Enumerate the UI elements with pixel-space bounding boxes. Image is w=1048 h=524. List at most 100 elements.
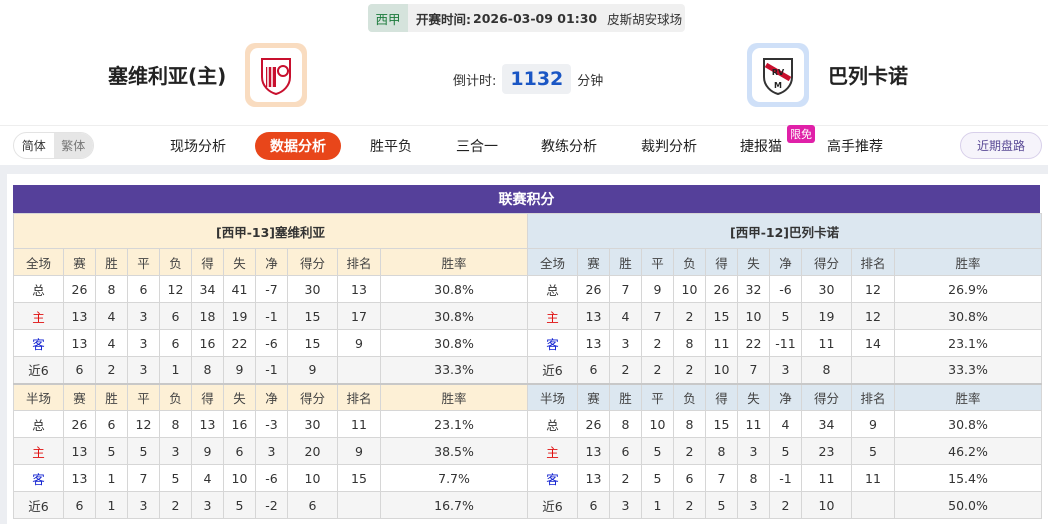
countdown-label: 倒计时: [453, 73, 497, 89]
tab-referee[interactable]: 裁判分析 [641, 139, 697, 155]
table-cell: 13 [63, 329, 96, 357]
column-header: 胜 [609, 248, 642, 276]
table-row: 总 26 8 10 8 15 11 4 34 9 30.8% [527, 410, 1043, 438]
table-cell: 14 [851, 329, 895, 357]
column-header: 胜率 [379, 382, 529, 411]
column-header: 负 [159, 248, 192, 276]
table-cell: 30 [801, 275, 852, 303]
table-cell: 23.1% [379, 410, 529, 438]
table-cell: 26.9% [893, 275, 1043, 303]
table-cell: 16.7% [379, 491, 529, 519]
column-header: 得分 [287, 382, 338, 411]
column-header: 失 [737, 382, 770, 411]
table-cell: 38.5% [379, 437, 529, 465]
table-cell: -3 [255, 410, 288, 438]
table-cell: 11 [851, 464, 895, 492]
table-cell: 客 [13, 329, 64, 357]
column-header: 平 [127, 248, 160, 276]
column-header-row: 半场赛胜平负得失净得分 排名 胜率 [13, 382, 529, 411]
countdown-unit: 分钟 [577, 73, 604, 89]
table-cell: 30 [287, 275, 338, 303]
tab-1x2[interactable]: 胜平负 [370, 139, 412, 155]
recent-odds-button[interactable]: 近期盘路 [960, 132, 1042, 159]
table-cell: 11 [737, 410, 770, 438]
column-header: 净 [769, 248, 802, 276]
table-cell: 16 [191, 329, 224, 357]
table-cell: 26 [577, 410, 610, 438]
table-cell: 16 [223, 410, 256, 438]
table-cell: 12 [851, 275, 895, 303]
home-team-name: 塞维利亚(主) [108, 64, 227, 88]
tab-data[interactable]: 数据分析 [255, 132, 341, 160]
column-header: 胜率 [893, 382, 1043, 411]
column-header: 胜率 [379, 248, 529, 276]
column-header: 得 [191, 248, 224, 276]
column-header: 排名 [851, 248, 895, 276]
table-row: 近6 6 2 2 2 10 7 3 8 33.3% [527, 356, 1043, 384]
table-cell: 3 [255, 437, 288, 465]
table-cell: 2 [673, 356, 706, 384]
table-cell: 33.3% [379, 356, 529, 384]
table-cell [851, 356, 895, 384]
lang-simplified[interactable]: 简体 [21, 139, 46, 153]
table-cell: 19 [801, 302, 852, 330]
table-cell: 2 [673, 302, 706, 330]
tab-expert[interactable]: 高手推荐 [827, 139, 883, 155]
table-cell: 3 [127, 302, 160, 330]
table-cell: 5 [769, 302, 802, 330]
table-cell [851, 491, 895, 519]
svg-text:M: M [774, 81, 782, 90]
table-cell: 6 [127, 275, 160, 303]
home-team-logo [245, 43, 307, 107]
table-cell: 8 [191, 356, 224, 384]
lang-traditional[interactable]: 繁体 [53, 133, 93, 158]
table-cell: 6 [287, 491, 338, 519]
language-toggle[interactable]: 简体 繁体 [13, 132, 94, 159]
sevilla-crest-icon [261, 58, 291, 95]
table-cell: 46.2% [893, 437, 1043, 465]
table-cell: 50.0% [893, 491, 1043, 519]
table-cell: 12 [127, 410, 160, 438]
table-cell: 2 [95, 356, 128, 384]
kickoff-time: 2026-03-09 01:30 [473, 10, 598, 26]
table-cell: 4 [769, 410, 802, 438]
table-cell: 9 [851, 410, 895, 438]
table-cell: 3 [737, 437, 770, 465]
table-cell: 7 [127, 464, 160, 492]
league-badge: 西甲 [368, 4, 408, 32]
table-cell: 3 [737, 491, 770, 519]
table-cell: 10 [801, 491, 852, 519]
column-header: 净 [769, 382, 802, 411]
tab-three-in-one[interactable]: 三合一 [456, 139, 498, 155]
table-cell: 13 [337, 275, 381, 303]
table-cell: 5 [95, 437, 128, 465]
tab-jiebaomao[interactable]: 捷报猫 [740, 139, 782, 155]
table-cell: 2 [609, 464, 642, 492]
tab-live[interactable]: 现场分析 [170, 139, 226, 155]
table-cell: 总 [527, 275, 578, 303]
table-row: 总 26 8 6 12 34 41 -7 30 13 30.8% [13, 275, 529, 303]
table-cell: 8 [95, 275, 128, 303]
table-cell: 3 [191, 491, 224, 519]
table-cell: 30 [287, 410, 338, 438]
table-cell: 3 [127, 491, 160, 519]
table-cell: 5 [769, 437, 802, 465]
table-cell: 6 [609, 437, 642, 465]
table-cell: 10 [223, 464, 256, 492]
table-cell: 10 [641, 410, 674, 438]
table-row: 近6 6 3 1 2 5 3 2 10 50.0% [527, 491, 1043, 519]
column-header: 半场 [13, 382, 64, 411]
table-cell: 3 [159, 437, 192, 465]
tab-coach[interactable]: 教练分析 [541, 139, 597, 155]
table-cell: 30.8% [379, 329, 529, 357]
table-cell: 41 [223, 275, 256, 303]
column-header-row: 半场赛胜平负得失净得分 排名 胜率 [527, 382, 1043, 411]
column-header: 平 [641, 248, 674, 276]
table-cell: 26 [63, 275, 96, 303]
table-cell: 30.8% [379, 302, 529, 330]
column-header: 得 [705, 382, 738, 411]
table-row: 客 13 3 2 8 11 22 -11 11 14 23.1% [527, 329, 1043, 357]
table-cell: 9 [641, 275, 674, 303]
table-cell: 5 [223, 491, 256, 519]
table-row: 总 26 6 12 8 13 16 -3 30 11 23.1% [13, 410, 529, 438]
